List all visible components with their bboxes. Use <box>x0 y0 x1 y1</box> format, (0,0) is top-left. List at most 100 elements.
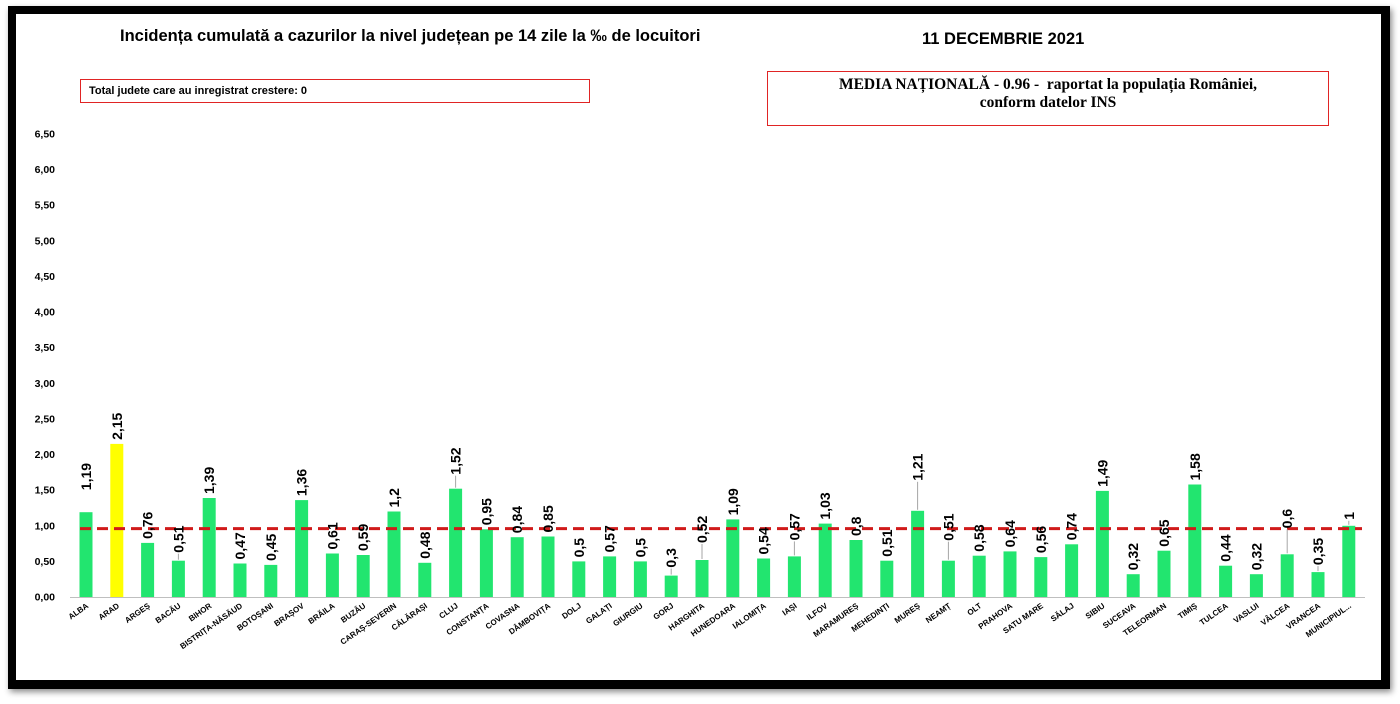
y-tick-label: 2,50 <box>35 413 56 425</box>
y-tick-label: 5,00 <box>35 235 56 247</box>
x-tick-label-iasi: IAȘI <box>781 601 799 617</box>
x-tick-label-gorj: GORJ <box>652 601 676 621</box>
bar-maramures <box>849 540 863 597</box>
data-label-neamt: 0,51 <box>940 513 956 540</box>
y-tick-label: 4,50 <box>35 271 56 283</box>
data-label-arad: 2,15 <box>109 412 125 439</box>
bar-gorj <box>664 575 678 597</box>
bar-brasov <box>295 500 309 597</box>
x-tick-label-arges: ARGEȘ <box>123 601 152 625</box>
y-tick-label: 2,00 <box>35 449 56 461</box>
data-label-covasna: 0,84 <box>509 506 525 533</box>
bar-vaslui <box>1249 574 1263 597</box>
x-tick-label-tulcea: TULCEA <box>1198 601 1230 627</box>
data-label-constanta: 0,95 <box>478 498 494 525</box>
chart-title: Incidența cumulată a cazurilor la nivel … <box>120 27 701 45</box>
y-tick-label: 0,00 <box>35 592 56 604</box>
y-tick-label: 1,00 <box>35 520 56 532</box>
data-label-cluj: 1,52 <box>448 447 464 474</box>
data-label-dolj: 0,5 <box>571 538 587 558</box>
bar-satu-mare <box>1034 557 1048 597</box>
data-label-bihor: 1,39 <box>201 467 217 494</box>
bar-mures <box>911 510 925 597</box>
data-label-harghita: 0,52 <box>694 516 710 543</box>
y-tick-label: 3,00 <box>35 378 56 390</box>
data-labels: 1,192,150,760,511,390,47 0,451,360,61 0,59… <box>78 412 1357 575</box>
bar-suceava <box>1126 574 1140 597</box>
x-tick-label-ialomita: IALOMIȚA <box>731 601 768 631</box>
y-tick-label: 0,50 <box>35 556 56 568</box>
x-tick-label-bacau: BACĂU <box>154 601 183 625</box>
bar-vrancea <box>1311 572 1325 597</box>
bar-arad <box>110 443 124 597</box>
bar-iasi <box>787 556 801 597</box>
data-label-dambovita: 0,85 <box>540 505 556 532</box>
x-tick-label-alba: ALBA <box>67 601 91 621</box>
bar-bistrita-nasaud <box>233 563 247 597</box>
y-tick-label: 1,50 <box>35 485 56 497</box>
data-label-ialomita: 0,54 <box>756 527 772 554</box>
x-tick-label-vaslui: VASLUI <box>1232 601 1261 625</box>
bar-teleorman <box>1157 550 1171 597</box>
data-label-calarasi: 0,48 <box>417 531 433 558</box>
x-tick-label-neamt: NEAMȚ <box>924 601 953 625</box>
data-label-bistrita-nasaud: 0,47 <box>232 532 248 559</box>
y-tick-label: 3,50 <box>35 342 56 354</box>
data-label-sibiu: 1,49 <box>1094 459 1110 486</box>
data-label-municipiul: 1 <box>1341 512 1357 520</box>
x-tick-label-arad: ARAD <box>97 601 121 622</box>
x-tick-label-olt: OLT <box>966 601 984 617</box>
bar-neamt <box>941 560 955 597</box>
increase-counter-text: Total judete care au inregistrat crester… <box>89 85 308 97</box>
data-label-tulcea: 0,44 <box>1218 534 1234 561</box>
bar-alba <box>79 512 93 597</box>
data-label-prahova: 0,64 <box>1002 520 1018 547</box>
data-label-salaj: 0,74 <box>1064 513 1080 540</box>
x-tick-label-dolj: DOLJ <box>560 601 583 621</box>
bar-arges <box>141 542 155 597</box>
report-date: 11 DECEMBRIE 2021 <box>922 30 1085 48</box>
data-label-alba: 1,19 <box>78 463 94 490</box>
data-label-brasov: 1,36 <box>294 469 310 496</box>
bar-cluj <box>449 488 463 597</box>
x-tick-label-bihor: BIHOR <box>187 601 213 623</box>
bar-prahova <box>1003 551 1017 597</box>
data-label-mehedinti: 0,51 <box>879 529 895 556</box>
bar-municipiul <box>1342 525 1356 597</box>
data-label-buzau: 0,59 <box>355 524 371 551</box>
x-tick-label-cluj: CLUJ <box>437 601 459 620</box>
data-label-giurgiu: 0,5 <box>632 538 648 558</box>
increase-counter-box: Total judete care au inregistrat crester… <box>80 79 590 103</box>
bar-salaj <box>1065 544 1079 597</box>
x-axis-tick-labels: ALBA ARAD ARGEȘ BACĂU BIHORBISTRIȚA-NĂSĂUDBO… <box>67 601 1353 651</box>
bar-tulcea <box>1219 565 1233 597</box>
data-label-teleorman: 0,65 <box>1156 519 1172 546</box>
bar-ilfov <box>818 523 832 597</box>
y-tick-label: 6,50 <box>35 129 56 141</box>
data-label-bacau: 0,51 <box>170 525 186 552</box>
y-tick-label: 6,00 <box>35 164 56 176</box>
data-label-gorj: 0,3 <box>663 548 679 568</box>
x-tick-label-galati: GALAȚI <box>584 601 614 625</box>
bar-bacau <box>171 560 185 597</box>
bar-constanta <box>479 529 493 597</box>
x-tick-label-salaj: SĂLAJ <box>1049 601 1076 623</box>
bar-bihor <box>202 498 216 597</box>
data-label-vaslui: 0,32 <box>1248 543 1264 570</box>
data-label-suceava: 0,32 <box>1125 543 1141 570</box>
y-axis-tick-labels: 0,00 0,50 1,00 1,50 2,00 2,50 3,00 3,50 4,00 4,50… <box>35 129 56 604</box>
y-tick-label: 4,00 <box>35 307 56 319</box>
bar-hunedoara <box>726 519 740 597</box>
bar-olt <box>972 555 986 597</box>
x-tick-label-caras-severin: CARAȘ-SEVERIN <box>339 601 399 646</box>
y-tick-label: 5,50 <box>35 200 56 212</box>
bar-covasna <box>510 537 524 597</box>
x-tick-label-giurgiu: GIURGIU <box>611 601 644 628</box>
national-average-line-2: conform datelor INS <box>979 94 1117 111</box>
x-tick-label-sibiu: SIBIU <box>1084 601 1107 621</box>
data-label-caras-severin: 1,2 <box>386 488 402 508</box>
x-tick-label-ilfov: ILFOV <box>805 601 830 622</box>
bar-botosani <box>264 564 278 597</box>
data-label-arges: 0,76 <box>140 511 156 538</box>
